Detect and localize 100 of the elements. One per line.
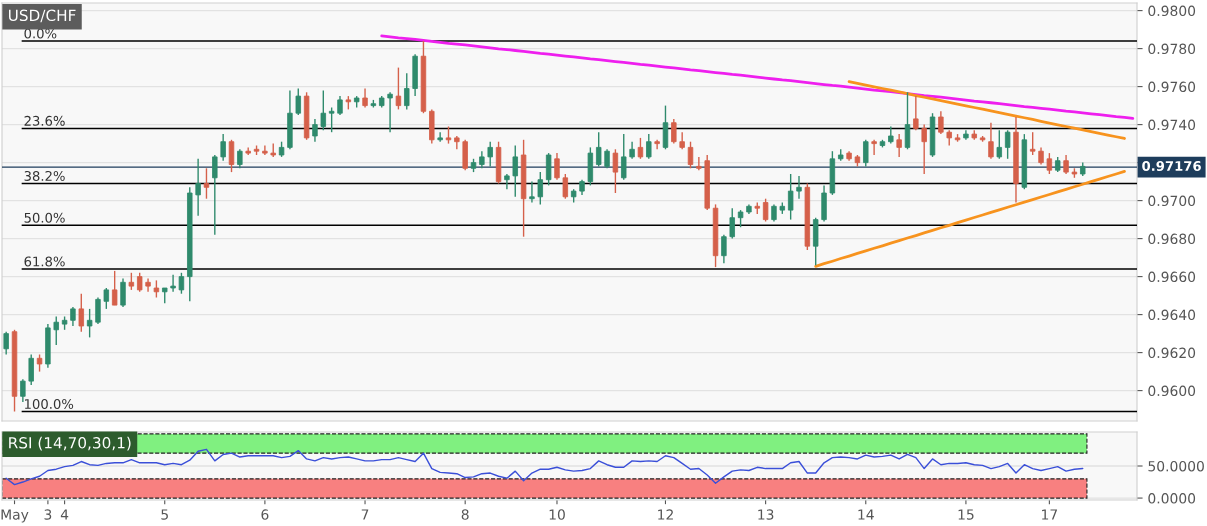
y-tick-label: 0.0000	[1148, 493, 1196, 504]
candlestick	[871, 139, 877, 156]
candlestick	[395, 66, 402, 111]
candlestick	[796, 175, 802, 200]
candlestick	[654, 139, 660, 150]
y-tick-label: 0.9700	[1148, 195, 1196, 207]
line-series	[380, 34, 1135, 120]
candlestick	[913, 95, 919, 131]
annotation: 100.0%	[25, 398, 74, 409]
x-tick-label: 14	[858, 509, 874, 520]
candlestick	[437, 131, 443, 143]
annotation: 50.0%	[24, 212, 65, 223]
candlestick	[504, 173, 510, 190]
x-tick-label: 12	[658, 509, 673, 520]
candlestick	[95, 296, 101, 325]
y-tick-label: 50.0000	[1148, 460, 1204, 472]
candlestick	[696, 156, 702, 171]
x-tick-label: 15	[958, 509, 974, 520]
candlestick	[78, 293, 84, 333]
candlestick	[687, 141, 694, 169]
candlestick	[512, 144, 518, 198]
candlestick	[228, 139, 235, 173]
x-tick-label: 10	[549, 509, 565, 520]
candlestick	[554, 152, 560, 181]
candlestick	[178, 272, 185, 295]
candlestick	[262, 144, 268, 156]
y-tick-label: 0.9620	[1148, 347, 1196, 359]
candlestick	[1004, 129, 1011, 160]
candlestick	[671, 118, 677, 145]
candlestick	[562, 173, 569, 200]
candlestick	[487, 141, 493, 168]
candlestick	[320, 89, 327, 131]
candlestick	[996, 129, 1003, 160]
candlestick	[921, 123, 927, 175]
candlestick	[103, 287, 110, 310]
candlestick	[111, 270, 118, 306]
y-tick-label: 0.9740	[1148, 119, 1196, 131]
y-tick-label: 0.9760	[1148, 81, 1196, 93]
candlestick	[20, 378, 26, 403]
candlestick	[595, 131, 602, 168]
annotation: 38.2%	[24, 170, 65, 181]
candlestick	[220, 133, 226, 162]
candlestick	[237, 148, 243, 169]
x-tick-label: 3	[44, 509, 52, 520]
candlestick	[28, 353, 34, 386]
candlestick	[53, 315, 59, 346]
chart-title: RSI (14,70,30,1)	[9, 436, 131, 451]
candlestick	[362, 87, 368, 109]
x-tick-label: 5	[161, 509, 168, 520]
candlestick	[203, 167, 210, 200]
x-tick-label: 13	[758, 509, 774, 520]
candlestick	[729, 207, 735, 240]
candlestick	[938, 110, 944, 135]
x-tick-label: May	[1, 509, 29, 523]
line-series	[814, 169, 1126, 268]
candlestick	[612, 148, 619, 194]
candlestick	[529, 180, 535, 204]
x-tick-label: 7	[361, 509, 369, 520]
x-tick-label: 17	[1042, 509, 1058, 520]
candlestick	[1029, 131, 1036, 156]
candlestick	[404, 72, 410, 111]
candlestick	[120, 277, 126, 308]
annotation: 61.8%	[24, 256, 65, 267]
chart-title: USD/CHF	[9, 9, 76, 23]
candlestick	[86, 308, 93, 339]
candlestick	[646, 133, 652, 160]
y-tick-label: 0.9600	[1148, 385, 1196, 397]
candlestick	[170, 274, 176, 293]
candlestick	[387, 91, 393, 133]
candlestick	[721, 234, 727, 264]
y-tick-label: 0.9680	[1148, 233, 1196, 245]
x-tick-label: 4	[60, 509, 69, 520]
y-tick-label: 0.9800	[1148, 5, 1196, 17]
annotation: 0.0%	[24, 28, 57, 39]
candlestick	[604, 148, 610, 169]
x-tick-label: 8	[461, 509, 469, 520]
candlestick	[787, 173, 794, 221]
candlestick	[988, 122, 994, 160]
candlestick	[1046, 152, 1053, 175]
candlestick	[3, 331, 9, 356]
candlestick	[212, 154, 218, 236]
y-tick-label: 0.9660	[1148, 271, 1196, 283]
y-tick-label: 0.9780	[1148, 43, 1196, 55]
x-tick-label: 6	[261, 509, 269, 520]
candlestick	[295, 87, 301, 116]
candlestick	[537, 171, 544, 206]
candlestick	[762, 198, 769, 223]
candlestick	[1063, 154, 1069, 175]
candlestick	[863, 139, 869, 168]
y-tick-label: 0.9640	[1148, 309, 1196, 321]
candlestick	[195, 158, 201, 217]
candlestick	[896, 133, 902, 158]
candlestick	[312, 118, 318, 143]
candlestick	[328, 106, 335, 133]
candlestick	[637, 137, 644, 160]
candlestick	[70, 306, 76, 327]
annotation: 23.6%	[24, 115, 65, 126]
candlestick	[904, 91, 911, 150]
line-series	[847, 80, 1126, 140]
candlestick	[136, 272, 143, 293]
